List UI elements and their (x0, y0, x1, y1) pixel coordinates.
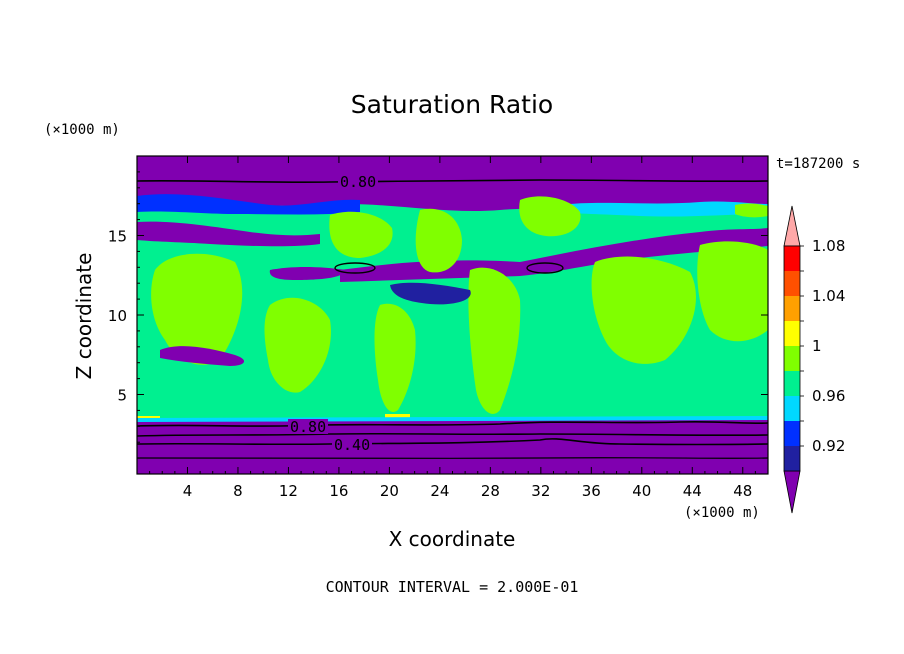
green-cell-4 (374, 303, 416, 412)
contour-interval-note: CONTOUR INTERVAL = 2.000E-01 (326, 578, 579, 596)
colorbar-label: 1.04 (812, 287, 845, 305)
contour-line-lower-2 (137, 432, 768, 437)
x-tick-label: 36 (582, 482, 601, 500)
contour-label-bg-2 (288, 419, 328, 434)
x-tick-label: 16 (329, 482, 348, 500)
green-cell-5 (415, 208, 462, 273)
colorbar-band (784, 371, 800, 396)
colorbar-label: 1.08 (812, 237, 845, 255)
colorbar-label: 1 (812, 337, 822, 355)
contour-label-bg-1 (338, 173, 378, 189)
y-tick-label: 5 (117, 387, 127, 405)
contour-cell-outline (334, 262, 376, 274)
colorbar-band (784, 346, 800, 371)
dry-patch-mid (269, 267, 345, 280)
colorbar-band (784, 446, 800, 471)
x-tick-label: 28 (481, 482, 500, 500)
colorbar-band (784, 321, 800, 346)
y-unit-label: (×1000 m) (44, 122, 120, 138)
green-cell-7 (519, 196, 581, 237)
contour-label-upper: 0.80 (340, 173, 376, 191)
x-tick-label: 44 (683, 482, 702, 500)
y-axis-title: Z coordinate (72, 253, 96, 380)
colorbar-label: 0.92 (812, 437, 845, 455)
colorbar-underflow (783, 470, 801, 514)
upper-blue-fringe (137, 194, 360, 215)
contour-label-bg-3 (332, 437, 372, 452)
contour-label-lower-1: 0.80 (290, 418, 326, 436)
colorbar-band (784, 421, 800, 446)
dry-patch-center (390, 282, 471, 305)
x-tick-label: 12 (279, 482, 298, 500)
x-tick-label: 32 (531, 482, 550, 500)
colorbar-band (784, 296, 800, 321)
colorbar-overflow (783, 205, 801, 247)
contour-line-lower-4 (137, 457, 768, 459)
x-tick-label: 40 (632, 482, 651, 500)
green-cell-10 (735, 203, 768, 218)
yellow-streak-2 (385, 414, 410, 418)
contour-line-upper (137, 179, 768, 184)
green-cell-1 (151, 253, 243, 365)
x-axis-title: X coordinate (389, 527, 516, 551)
colorbar-frame (783, 245, 801, 472)
upper-cyan-fringe (560, 201, 768, 217)
x-tick-label: 8 (233, 482, 243, 500)
colorbar-band (784, 271, 800, 296)
upper-left-dry-band (137, 221, 320, 247)
green-cell-6 (468, 267, 521, 414)
green-cell-2 (264, 297, 331, 393)
chart-title: Saturation Ratio (351, 90, 553, 119)
colorbar-band (784, 396, 800, 421)
green-cell-3 (329, 211, 393, 258)
contour-line-lower-3 (137, 438, 768, 446)
y-axis-ticks: 5 10 15 (108, 171, 768, 459)
contour-line-lower-1 (137, 421, 768, 427)
x-unit-label: (×1000 m) (684, 505, 760, 521)
x-tick-label: 20 (380, 482, 399, 500)
x-axis-ticks: 4 8 12 16 20 24 28 32 36 40 44 48 (149, 156, 756, 500)
colorbar: 0.92 0.96 1 1.04 1.08 (783, 205, 845, 514)
dry-patch-left (160, 346, 245, 366)
green-cell-9 (697, 241, 768, 342)
contour-cell-outline-2 (526, 262, 564, 274)
y-tick-label: 10 (108, 307, 127, 325)
lower-dry-layer (137, 419, 768, 474)
colorbar-band (784, 246, 800, 271)
x-tick-label: 4 (183, 482, 193, 500)
x-tick-label: 48 (733, 482, 752, 500)
contour-field (137, 156, 768, 474)
x-tick-label: 24 (430, 482, 449, 500)
y-tick-label: 15 (108, 228, 127, 246)
colorbar-label: 0.96 (812, 387, 845, 405)
green-cell-8 (591, 256, 696, 364)
time-label: t=187200 s (776, 156, 860, 172)
contour-label-lower-2: 0.40 (334, 436, 370, 454)
